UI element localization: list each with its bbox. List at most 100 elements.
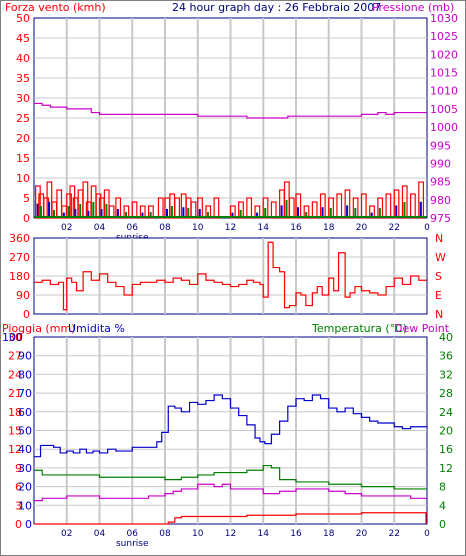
chart-title: 24 hour graph day : 26 Febbraio 2007 — [172, 1, 381, 14]
temperature-tick-label: 24 — [439, 406, 453, 419]
x-tick-label: 06 — [127, 529, 139, 539]
wind-avg-bar — [395, 205, 398, 218]
x-tick-label: 14 — [258, 223, 270, 233]
temperature-tick-label: 20 — [439, 425, 453, 438]
humidity-tick-label: 60 — [18, 406, 32, 419]
direction-tick-label: 270 — [9, 251, 30, 264]
x-tick-label: 20 — [356, 223, 368, 233]
wind-avg-bar — [74, 209, 77, 218]
wind-avg-bar — [256, 212, 259, 218]
pressure-tick-label: 995 — [430, 139, 451, 152]
dewpoint-axis-label: Dew Point — [394, 322, 450, 335]
wind-avg-bar — [305, 212, 308, 218]
temperature-tick-label: 28 — [439, 387, 453, 400]
x-tick-label: 04 — [94, 223, 106, 233]
x-tick-label: 22 — [389, 529, 400, 539]
wind-avg-bar — [79, 204, 82, 218]
temperature-tick-label: 36 — [439, 350, 453, 363]
x-tick-label: 10 — [192, 529, 204, 539]
wind-avg-bar — [419, 201, 422, 218]
wind-avg-bar — [187, 208, 190, 218]
x-tick-label: 18 — [323, 223, 335, 233]
rain-tick-label: 6 — [15, 481, 22, 494]
wind-avg-bar — [53, 210, 56, 218]
wind-avg-bar — [100, 209, 103, 218]
x-tick-label: 22 — [389, 223, 400, 233]
humidity-tick-label: 0 — [25, 518, 32, 531]
wind-avg-bar — [39, 206, 42, 218]
pressure-line — [34, 102, 427, 119]
humidity-axis-label: Umidita % — [68, 322, 125, 335]
wind-avg-bar — [354, 208, 357, 218]
wind-avg-bar — [125, 212, 128, 218]
dewpoint-line — [34, 483, 427, 502]
x-tick-label: 0 — [424, 529, 430, 539]
x-tick-label: 12 — [225, 223, 236, 233]
temperature-tick-label: 32 — [439, 368, 453, 381]
wind-tick-label: 0 — [23, 212, 30, 225]
humidity-tick-label: 80 — [18, 368, 32, 381]
wind-avg-bar — [370, 212, 373, 218]
humidity-tick-label: 50 — [18, 425, 32, 438]
rain-tick-label: 15 — [8, 425, 22, 438]
rain-tick-label: 3 — [15, 499, 22, 512]
humidity-tick-label: 30 — [18, 462, 32, 475]
direction-tick-label: 90 — [16, 289, 30, 302]
x-tick-label: 02 — [61, 223, 72, 233]
wind-avg-bar — [149, 212, 152, 218]
pressure-tick-label: 975 — [430, 212, 451, 225]
wind-avg-bar — [166, 209, 168, 218]
wind-tick-label: 25 — [16, 112, 30, 125]
x-tick-label: 12 — [225, 529, 236, 539]
pressure-tick-label: 1010 — [430, 85, 458, 98]
wind-avg-bar — [105, 204, 108, 218]
humidity-tick-label: 100 — [2, 331, 23, 344]
x-tick-label: 08 — [159, 529, 171, 539]
wind-avg-bar — [182, 207, 185, 218]
wind-tick-label: 45 — [16, 32, 30, 45]
wind-avg-bar — [297, 207, 299, 218]
pressure-tick-label: 1015 — [430, 67, 458, 80]
wind-tick-label: 30 — [16, 92, 30, 105]
temperature-tick-label: 8 — [439, 481, 446, 494]
x-tick-label: 0 — [424, 223, 430, 233]
x-tick-label: 02 — [61, 529, 72, 539]
wind-avg-bar — [403, 202, 406, 218]
direction-tick-label: 360 — [9, 232, 30, 245]
wind-tick-label: 35 — [16, 72, 30, 85]
wind-avg-bar — [321, 207, 324, 218]
x-tick-label: 20 — [356, 529, 368, 539]
x-tick-label: 06 — [127, 223, 139, 233]
rain-tick-label: 27 — [8, 350, 22, 363]
pressure-tick-label: 980 — [430, 194, 451, 207]
rain-line — [34, 512, 427, 525]
x-tick-label: 08 — [159, 223, 171, 233]
temperature-tick-label: 40 — [439, 331, 453, 344]
wind-avg-bar — [87, 210, 90, 218]
wind-avg-bar — [67, 206, 70, 218]
temperature-axis-label: Temperatura (°C) — [311, 322, 407, 335]
pressure-axis-label: Pressione (mb) — [372, 1, 454, 14]
rain-tick-label: 24 — [8, 368, 22, 381]
wind-tick-label: 40 — [16, 52, 30, 65]
direction-tick-label: 180 — [9, 270, 30, 283]
pressure-tick-label: 990 — [430, 157, 451, 170]
wind-avg-bar — [170, 206, 173, 218]
wind-tick-label: 5 — [23, 192, 30, 205]
compass-tick-label: E — [435, 289, 442, 302]
compass-tick-label: N — [435, 308, 443, 321]
wind-avg-bar — [198, 209, 201, 218]
humidity-tick-label: 90 — [18, 350, 32, 363]
direction-line — [34, 241, 427, 311]
compass-tick-label: W — [435, 251, 446, 264]
rain-tick-label: 9 — [15, 462, 22, 475]
compass-tick-label: N — [435, 232, 443, 245]
x-tick-label: 04 — [94, 529, 106, 539]
temperature-line — [34, 464, 427, 490]
x-tick-label: 18 — [323, 529, 335, 539]
x-tick-label: 10 — [192, 223, 204, 233]
humidity-tick-label: 70 — [18, 387, 32, 400]
wind-avg-bar — [285, 200, 288, 218]
humidity-tick-label: 40 — [18, 443, 32, 456]
